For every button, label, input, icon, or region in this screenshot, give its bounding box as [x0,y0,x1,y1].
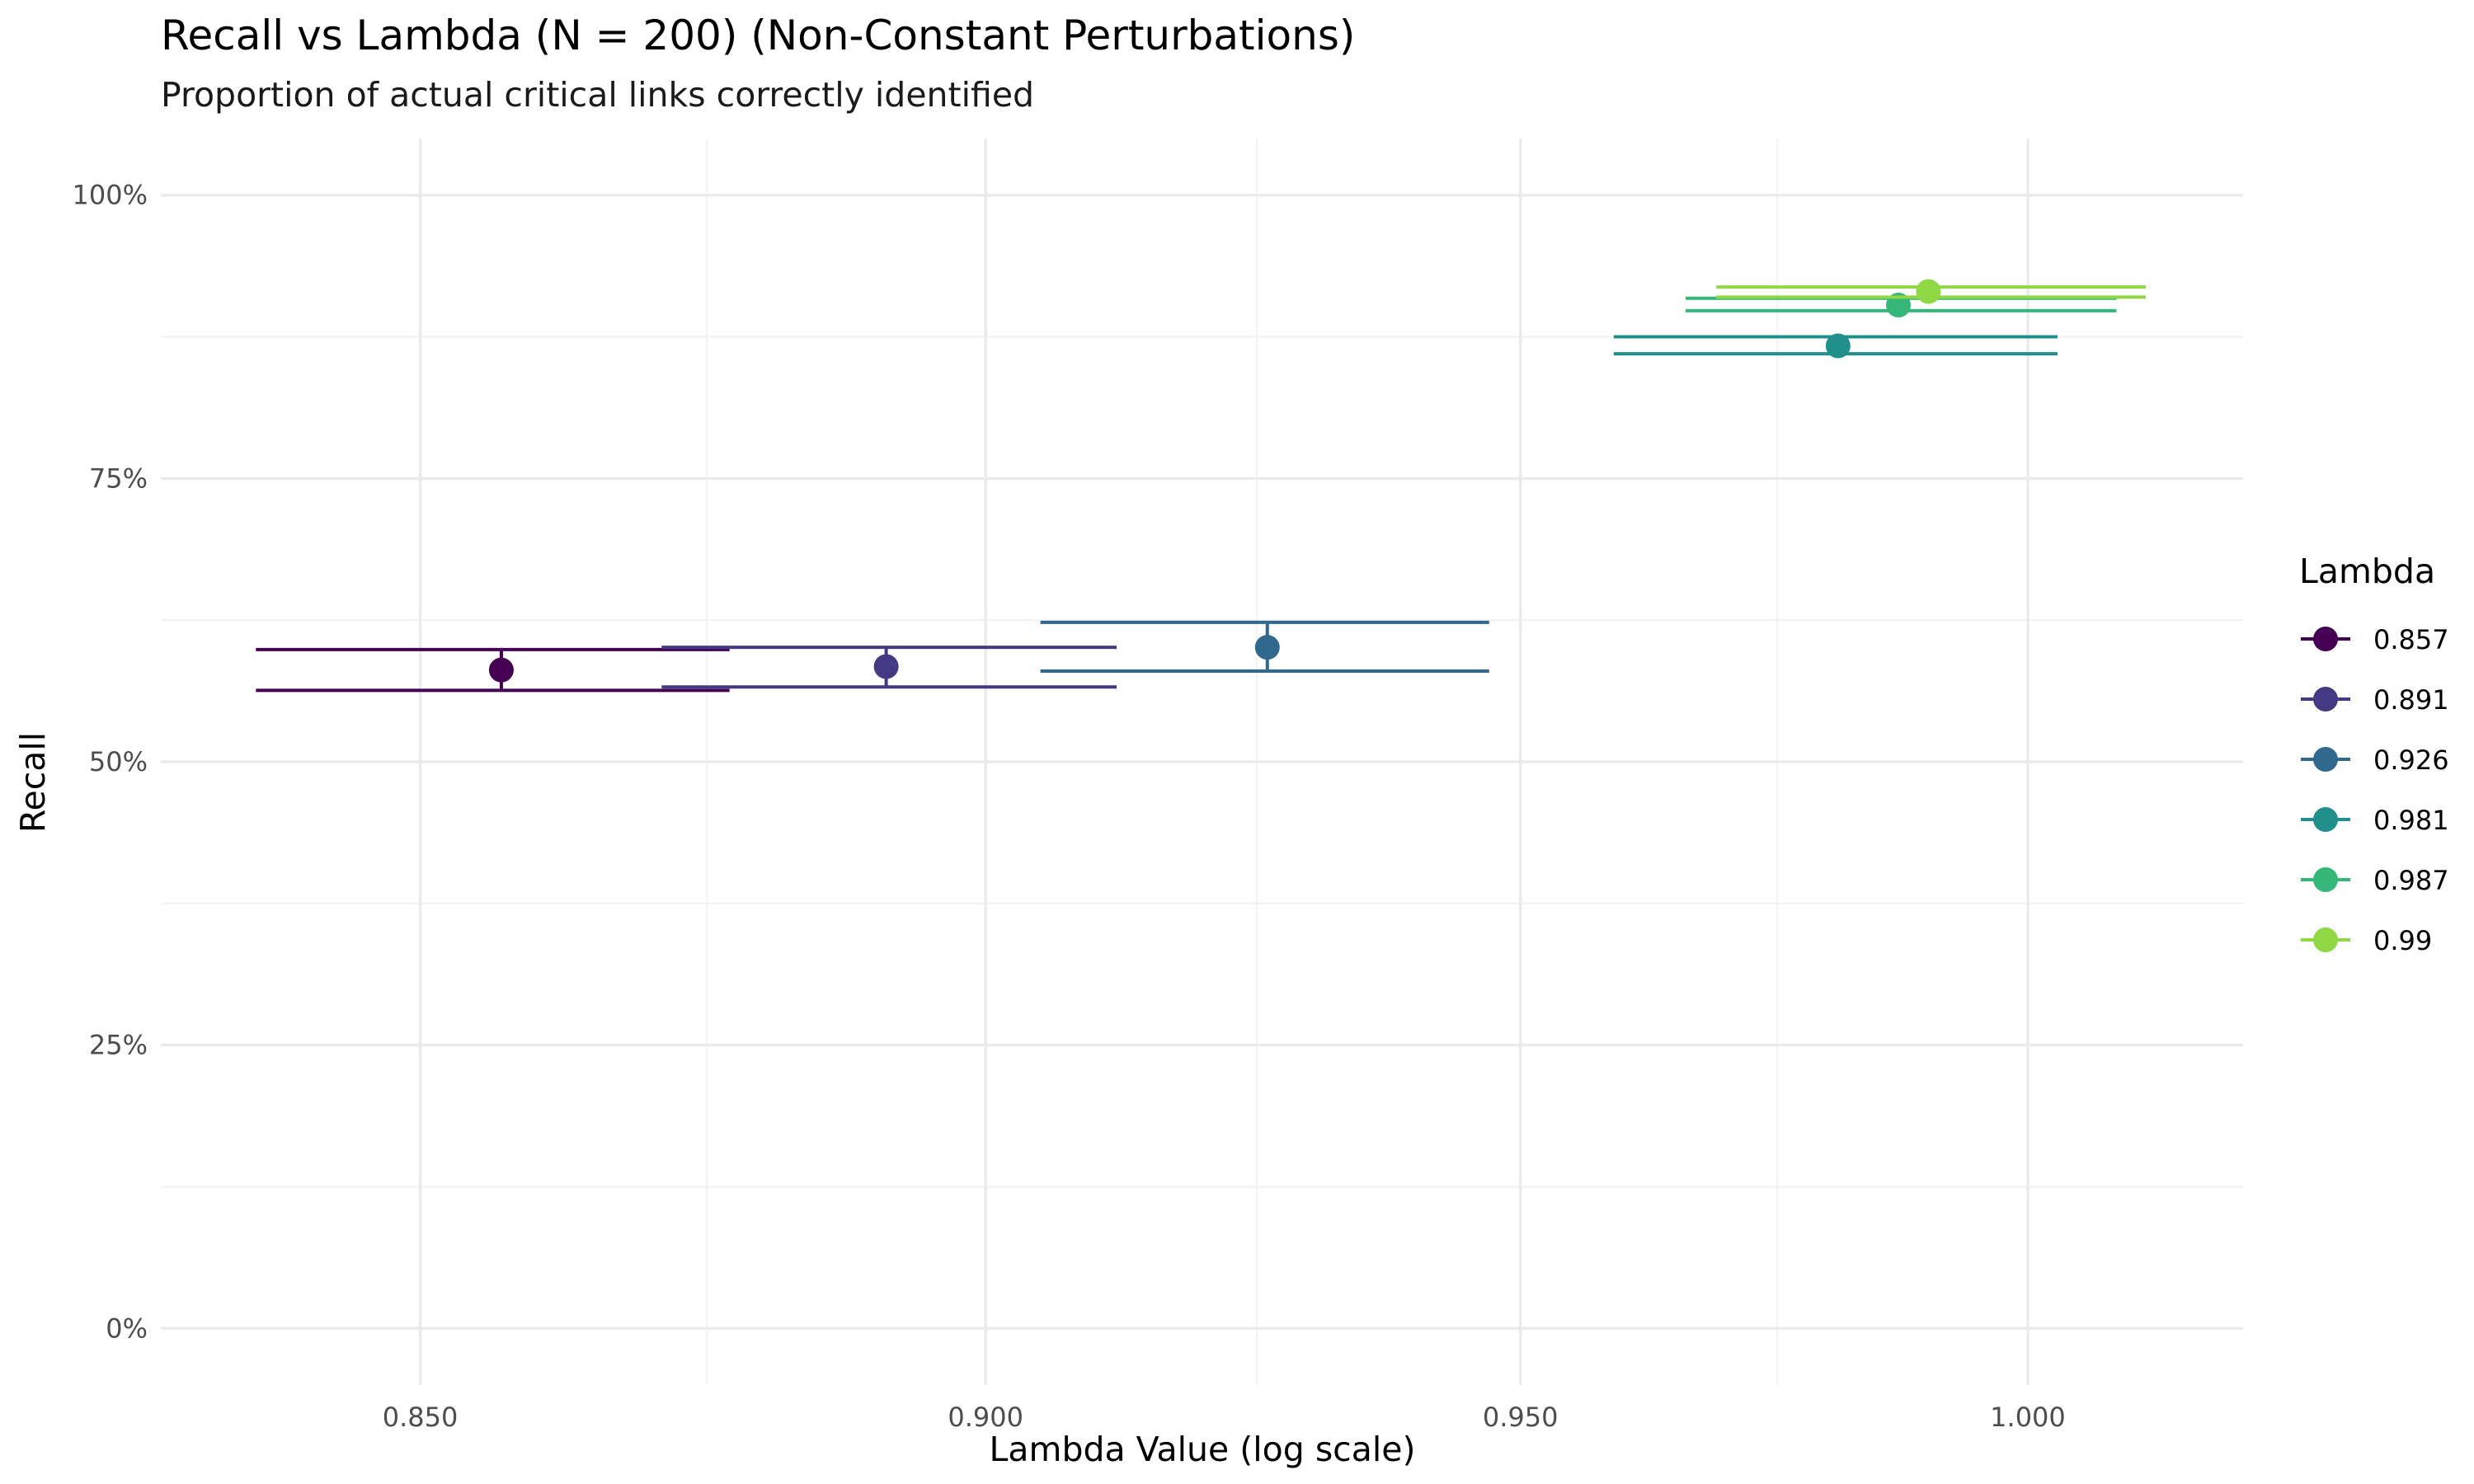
grid [161,139,2243,1385]
data-point [1254,635,1280,660]
legend-entry: 0.926 [2301,744,2449,776]
legend-key-point [2313,928,2338,952]
legend-entry: 0.857 [2301,624,2449,655]
legend-key-point [2313,627,2338,651]
x-tick-label: 1.000 [1990,1402,2066,1433]
legend-entry: 0.987 [2301,865,2449,896]
data-point [873,654,899,679]
legend-label: 0.99 [2373,925,2432,956]
data-point [1916,279,1941,304]
data-point [488,657,514,683]
data-point [1825,333,1851,359]
chart-subtitle: Proportion of actual critical links corr… [161,75,1034,115]
legend-entry: 0.891 [2301,684,2449,716]
legend-entry: 0.99 [2301,925,2432,956]
legend-label: 0.981 [2373,805,2449,836]
legend-key-point [2313,687,2338,711]
y-tick-label: 0% [106,1313,148,1344]
y-tick-label: 50% [89,746,148,777]
legend-label: 0.891 [2373,684,2449,716]
series-0.926 [1040,620,1489,674]
legend-key-point [2313,807,2338,832]
y-tick-label: 100% [73,180,148,211]
legend-entry: 0.981 [2301,805,2449,836]
y-axis-title: Recall [13,732,53,833]
legend-key-point [2313,867,2338,892]
y-tick-label: 25% [89,1030,148,1061]
x-axis-title: Lambda Value (log scale) [990,1430,1416,1469]
series-0.857 [256,647,730,693]
y-axis-ticks: 0% 25% 50% 75% 100% [73,180,148,1345]
series-0.99 [1716,279,2147,304]
legend-label: 0.926 [2373,744,2449,776]
legend-label: 0.987 [2373,865,2449,896]
data-marks [256,279,2147,693]
legend-key-point [2313,747,2338,772]
legend-title: Lambda [2299,552,2435,591]
series-0.891 [661,646,1117,689]
x-tick-label: 0.900 [948,1402,1023,1433]
chart-title: Recall vs Lambda (N = 200) (Non-Constant… [161,12,1355,59]
legend-label: 0.857 [2373,624,2449,655]
legend: Lambda 0.857 0.891 0.926 0.981 0.987 0.99 [2299,552,2449,956]
series-0.981 [1613,333,2058,359]
data-point [1886,293,1912,318]
x-tick-label: 0.950 [1483,1402,1559,1433]
x-axis-ticks: 0.850 0.900 0.950 1.000 [383,1402,2066,1433]
x-tick-label: 0.850 [383,1402,459,1433]
y-tick-label: 75% [89,463,148,494]
